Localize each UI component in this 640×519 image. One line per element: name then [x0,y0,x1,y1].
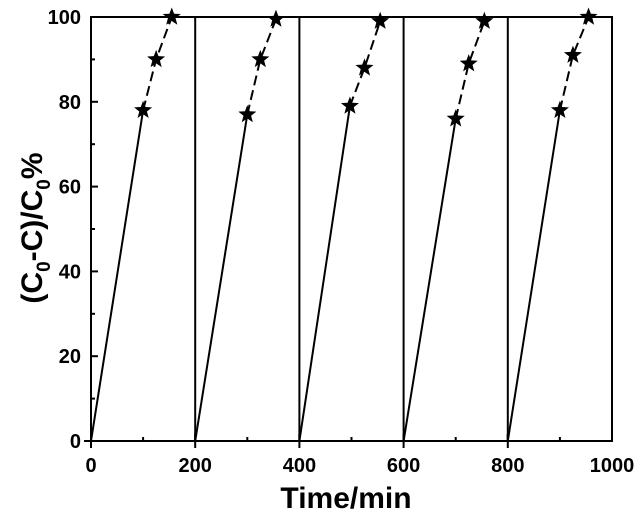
y-axis-title-sub2: 0 [34,179,55,190]
data-point-star [134,100,153,118]
x-tick-label: 400 [283,455,316,477]
series-line-dashed [246,18,277,115]
y-axis-title-open: (C [16,272,49,304]
x-tick-label: 0 [85,455,96,477]
series-cycle-1 [84,7,181,448]
series-cycle-5 [500,7,598,448]
series-line-solid [402,118,457,442]
data-point-star [238,105,257,123]
series-line-dashed [558,16,590,111]
x-tick-label: 1000 [590,455,635,477]
y-axis-title-sub1: 0 [34,261,55,272]
data-point-star [147,49,166,68]
data-point-star [355,58,374,76]
y-tick-label: 40 [59,261,81,283]
series-line-solid [506,110,561,442]
series-cycle-2 [188,9,285,448]
data-point-star [251,49,270,68]
y-tick-label: 20 [59,346,81,368]
data-point-star [371,11,390,29]
y-axis-title-unit: % [16,152,49,179]
series-line-solid [90,110,145,442]
data-point-star [446,109,465,127]
y-axis-title: (C0-C)/C0% [16,152,55,303]
x-tick-label: 800 [491,455,524,477]
series-cycle-3 [292,11,390,448]
series-layer [84,7,598,448]
y-tick-label: 0 [70,431,81,453]
plot-frame [90,16,613,442]
ticks-layer: 0 200 400 600 800 1000 0 20 40 60 80 100 [48,7,635,477]
series-line-solid [298,105,351,442]
y-tick-label: 100 [48,7,81,29]
data-point-star [475,11,494,29]
y-axis-title-mid: -C)/C [16,190,49,262]
series-line-dashed [454,20,486,120]
y-tick-label: 80 [59,92,81,114]
data-point-star [550,100,569,118]
data-point-star [459,54,478,72]
series-line-solid [194,114,249,442]
data-point-star [340,96,359,114]
data-point-star [266,9,285,27]
cycle-divider-lines [194,17,509,441]
y-tick-label: 60 [59,177,81,199]
series-cycle-4 [396,11,494,448]
y-axis-title-group: (C0-C)/C0% [16,152,55,303]
x-tick-label: 200 [179,455,212,477]
data-point-star [563,45,582,63]
x-axis-title: Time/min [280,482,411,515]
x-tick-label: 600 [387,455,420,477]
